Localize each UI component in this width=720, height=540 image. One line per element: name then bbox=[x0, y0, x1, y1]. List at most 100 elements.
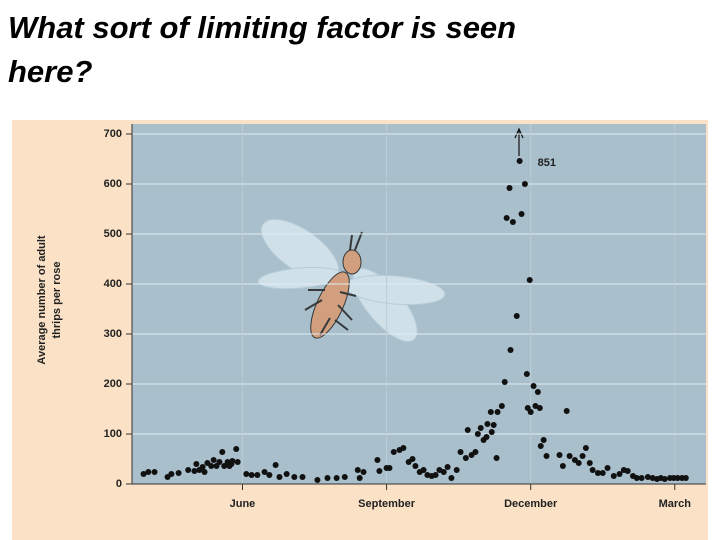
annotation: 851 bbox=[538, 157, 556, 169]
data-point bbox=[501, 379, 508, 385]
data-point bbox=[472, 449, 479, 455]
y-axis-label: Average number of adult thrips per rose bbox=[36, 235, 63, 365]
data-point bbox=[493, 455, 500, 461]
data-point bbox=[175, 470, 182, 476]
data-point bbox=[254, 472, 261, 478]
y-tick-label: 700 bbox=[104, 128, 122, 140]
data-point bbox=[523, 371, 530, 377]
data-point bbox=[272, 462, 279, 468]
data-point bbox=[386, 465, 393, 471]
data-point bbox=[216, 459, 223, 465]
data-point bbox=[145, 469, 152, 475]
data-point bbox=[341, 474, 348, 480]
y-tick-label: 0 bbox=[116, 478, 122, 490]
data-point bbox=[518, 211, 525, 217]
data-point bbox=[526, 277, 533, 283]
data-point bbox=[462, 455, 469, 461]
data-point bbox=[507, 347, 514, 353]
data-point bbox=[488, 429, 495, 435]
y-tick-label: 200 bbox=[104, 378, 122, 390]
y-tick-label: 500 bbox=[104, 228, 122, 240]
data-point bbox=[457, 449, 464, 455]
data-point bbox=[409, 456, 416, 462]
data-point bbox=[314, 477, 321, 483]
y-tick-label: 300 bbox=[104, 328, 122, 340]
data-point bbox=[530, 383, 537, 389]
data-point bbox=[168, 471, 175, 477]
data-point bbox=[543, 453, 550, 459]
data-point bbox=[234, 459, 241, 465]
data-point bbox=[506, 185, 513, 191]
data-point bbox=[540, 437, 547, 443]
data-point bbox=[661, 476, 668, 482]
data-point bbox=[521, 181, 528, 187]
data-point bbox=[490, 422, 497, 428]
data-point bbox=[191, 468, 198, 474]
data-point bbox=[420, 467, 427, 473]
title-line: here? bbox=[8, 54, 93, 89]
annotation-arrowhead bbox=[514, 127, 524, 139]
data-point bbox=[487, 409, 494, 415]
y-tick-label: 600 bbox=[104, 178, 122, 190]
data-point bbox=[516, 158, 523, 164]
data-point bbox=[193, 461, 200, 467]
data-point bbox=[360, 469, 367, 475]
data-point bbox=[610, 473, 617, 479]
data-point bbox=[633, 475, 640, 481]
data-point bbox=[599, 470, 606, 476]
data-point bbox=[536, 405, 543, 411]
data-point bbox=[324, 475, 331, 481]
data-point bbox=[356, 475, 363, 481]
data-point bbox=[498, 403, 505, 409]
data-point bbox=[537, 443, 544, 449]
data-point bbox=[208, 463, 215, 469]
data-point bbox=[616, 471, 623, 477]
data-point bbox=[638, 475, 645, 481]
data-point bbox=[559, 463, 566, 469]
data-point bbox=[299, 474, 306, 480]
data-point bbox=[509, 219, 516, 225]
y-tick-label: 400 bbox=[104, 278, 122, 290]
data-point bbox=[556, 452, 563, 458]
x-tick-label: June bbox=[230, 498, 256, 510]
data-point bbox=[674, 475, 681, 481]
data-point bbox=[151, 469, 158, 475]
data-point bbox=[276, 474, 283, 480]
data-point bbox=[444, 464, 451, 470]
data-point bbox=[140, 471, 147, 477]
data-point bbox=[579, 453, 586, 459]
data-point bbox=[464, 427, 471, 433]
data-point bbox=[229, 458, 236, 464]
data-point bbox=[477, 425, 484, 431]
data-point bbox=[291, 474, 298, 480]
data-point bbox=[448, 475, 455, 481]
x-tick-label: March bbox=[659, 498, 692, 510]
data-point bbox=[483, 434, 490, 440]
data-point bbox=[374, 457, 381, 463]
data-point bbox=[534, 389, 541, 395]
data-point bbox=[582, 445, 589, 451]
data-point bbox=[233, 446, 240, 452]
data-point bbox=[453, 467, 460, 473]
data-point bbox=[219, 449, 226, 455]
data-point bbox=[484, 421, 491, 427]
data-point bbox=[624, 468, 631, 474]
y-axis-label-line: thrips per rose bbox=[51, 261, 63, 338]
data-point bbox=[266, 472, 273, 478]
data-point bbox=[589, 467, 596, 473]
data-point bbox=[682, 475, 689, 481]
x-tick-label: December bbox=[504, 498, 558, 510]
data-point bbox=[575, 460, 582, 466]
data-point bbox=[248, 472, 255, 478]
data-point bbox=[527, 409, 534, 415]
data-point bbox=[604, 465, 611, 471]
data-point bbox=[261, 469, 268, 475]
data-point bbox=[333, 475, 340, 481]
data-point bbox=[440, 469, 447, 475]
slide-title: What sort of limiting factor is seen here… bbox=[8, 6, 516, 94]
data-point bbox=[185, 467, 192, 473]
x-tick-label: September bbox=[358, 498, 416, 510]
data-point bbox=[513, 313, 520, 319]
title-line: What sort of limiting factor is seen bbox=[8, 10, 517, 45]
